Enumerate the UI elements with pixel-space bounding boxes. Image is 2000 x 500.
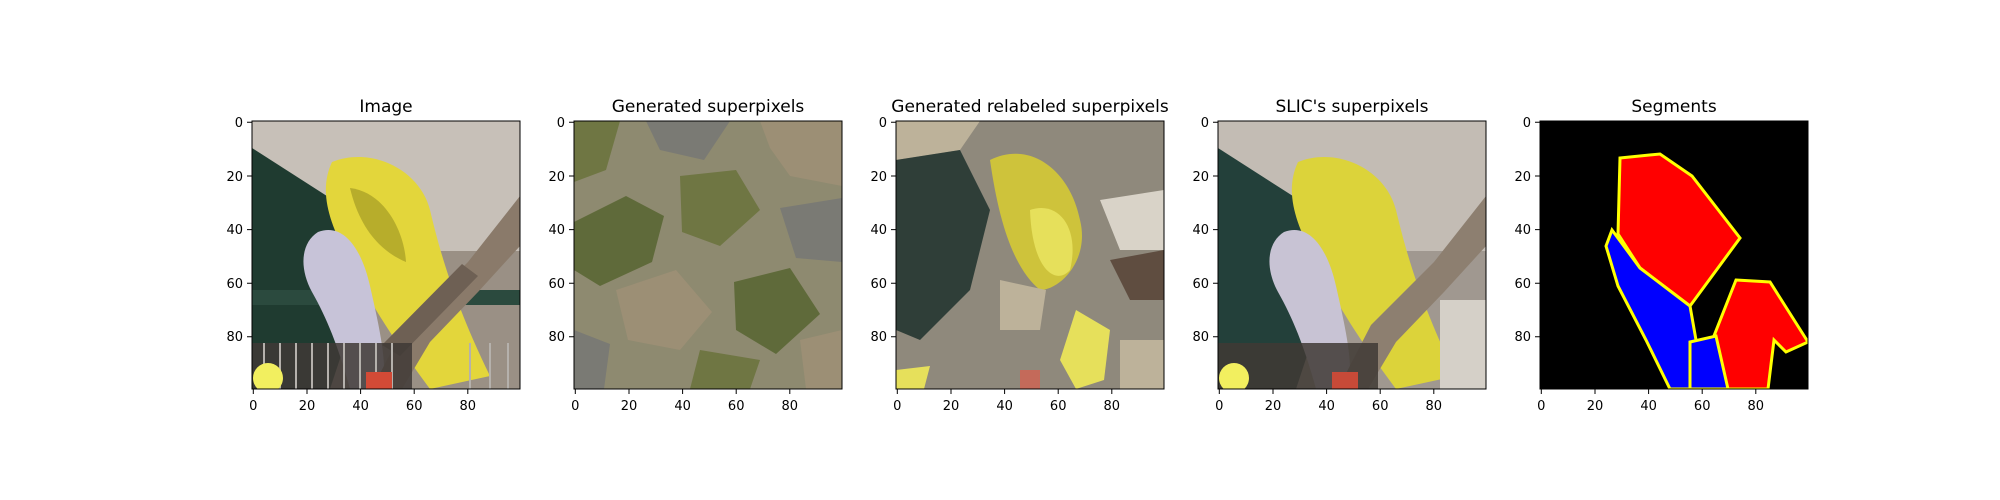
x-tick-label: 40 xyxy=(352,399,369,414)
y-tick-label: 40 xyxy=(548,223,565,238)
y-axis: 0 20 40 60 80 xyxy=(1514,116,1540,345)
y-tick-label: 40 xyxy=(1514,223,1531,238)
panel-generated-superpixels: Generated superpixels 0 20 40 60 80 xyxy=(548,97,843,414)
x-axis: 0 20 40 60 80 xyxy=(1537,389,1764,414)
panel-title: SLIC's superpixels xyxy=(1275,97,1428,117)
y-tick-label: 40 xyxy=(226,223,243,238)
x-tick-label: 80 xyxy=(1426,399,1443,414)
y-axis: 0 20 40 60 80 xyxy=(226,116,252,345)
y-tick-label: 20 xyxy=(548,170,565,185)
x-tick-label: 80 xyxy=(1748,399,1765,414)
y-tick-label: 60 xyxy=(226,277,243,292)
x-tick-label: 60 xyxy=(1050,399,1067,414)
x-tick-label: 20 xyxy=(299,399,316,414)
x-tick-label: 0 xyxy=(571,399,579,414)
relabeled-superpixels xyxy=(896,121,1164,389)
y-tick-label: 20 xyxy=(1192,170,1209,185)
panel-title: Segments xyxy=(1631,97,1717,117)
panel-title: Image xyxy=(359,97,412,117)
y-tick-label: 80 xyxy=(1514,330,1531,345)
x-axis: 0 20 40 60 80 xyxy=(249,389,476,414)
y-tick-label: 40 xyxy=(1192,223,1209,238)
y-tick-label: 80 xyxy=(1192,330,1209,345)
x-tick-label: 20 xyxy=(621,399,638,414)
x-tick-label: 0 xyxy=(1537,399,1545,414)
x-axis: 0 20 40 60 80 xyxy=(571,389,798,414)
x-tick-label: 80 xyxy=(1104,399,1121,414)
x-tick-label: 40 xyxy=(1640,399,1657,414)
x-tick-label: 20 xyxy=(1587,399,1604,414)
y-tick-label: 20 xyxy=(226,170,243,185)
panel-slic-superpixels: SLIC's superpixels 0 20 40 60 80 0 20 xyxy=(1192,97,1487,414)
random-superpixels xyxy=(574,121,842,389)
y-tick-label: 80 xyxy=(226,330,243,345)
y-axis: 0 20 40 60 80 xyxy=(548,116,574,345)
y-tick-label: 80 xyxy=(548,330,565,345)
y-tick-label: 60 xyxy=(548,277,565,292)
x-tick-label: 60 xyxy=(728,399,745,414)
y-tick-label: 60 xyxy=(870,277,887,292)
y-tick-label: 60 xyxy=(1192,277,1209,292)
x-tick-label: 0 xyxy=(893,399,901,414)
y-tick-label: 80 xyxy=(870,330,887,345)
panel-title: Generated superpixels xyxy=(612,97,805,117)
slic-superpixels xyxy=(1218,121,1486,389)
panel-title: Generated relabeled superpixels xyxy=(891,97,1169,117)
y-tick-label: 0 xyxy=(1201,116,1209,131)
x-axis: 0 20 40 60 80 xyxy=(893,389,1120,414)
x-tick-label: 60 xyxy=(1694,399,1711,414)
x-axis: 0 20 40 60 80 xyxy=(1215,389,1442,414)
x-tick-label: 80 xyxy=(782,399,799,414)
y-tick-label: 60 xyxy=(1514,277,1531,292)
panel-segments: Segments 0 20 40 60 80 0 20 40 60 80 xyxy=(1514,97,1809,414)
x-tick-label: 60 xyxy=(406,399,423,414)
segment-mask xyxy=(1540,121,1808,389)
x-tick-label: 20 xyxy=(1265,399,1282,414)
panel-generated-relabeled-superpixels: Generated relabeled superpixels 0 20 40 … xyxy=(870,97,1168,414)
panel-image: Image 0 20 40 60 80 0 2 xyxy=(226,97,521,414)
x-tick-label: 60 xyxy=(1372,399,1389,414)
x-tick-label: 40 xyxy=(996,399,1013,414)
y-tick-label: 20 xyxy=(870,170,887,185)
x-tick-label: 0 xyxy=(249,399,257,414)
budgie-photo xyxy=(252,121,520,389)
x-tick-label: 40 xyxy=(1318,399,1335,414)
x-tick-label: 0 xyxy=(1215,399,1223,414)
y-tick-label: 0 xyxy=(235,116,243,131)
x-tick-label: 20 xyxy=(943,399,960,414)
y-axis: 0 20 40 60 80 xyxy=(870,116,896,345)
y-tick-label: 0 xyxy=(879,116,887,131)
x-tick-label: 80 xyxy=(460,399,477,414)
y-tick-label: 0 xyxy=(557,116,565,131)
y-tick-label: 40 xyxy=(870,223,887,238)
x-tick-label: 40 xyxy=(674,399,691,414)
y-tick-label: 20 xyxy=(1514,170,1531,185)
y-axis: 0 20 40 60 80 xyxy=(1192,116,1218,345)
y-tick-label: 0 xyxy=(1523,116,1531,131)
